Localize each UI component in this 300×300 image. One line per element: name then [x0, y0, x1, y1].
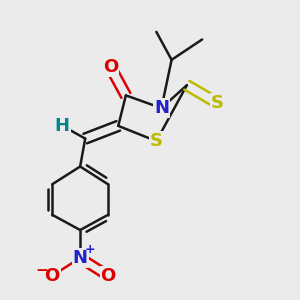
Text: H: H [55, 117, 70, 135]
Text: N: N [154, 99, 169, 117]
Text: S: S [211, 94, 224, 112]
Text: O: O [103, 58, 118, 76]
Text: S: S [150, 132, 163, 150]
Text: O: O [45, 267, 60, 285]
Text: O: O [100, 267, 116, 285]
Text: N: N [73, 249, 88, 267]
Text: +: + [85, 243, 96, 256]
Text: −: − [36, 263, 48, 278]
